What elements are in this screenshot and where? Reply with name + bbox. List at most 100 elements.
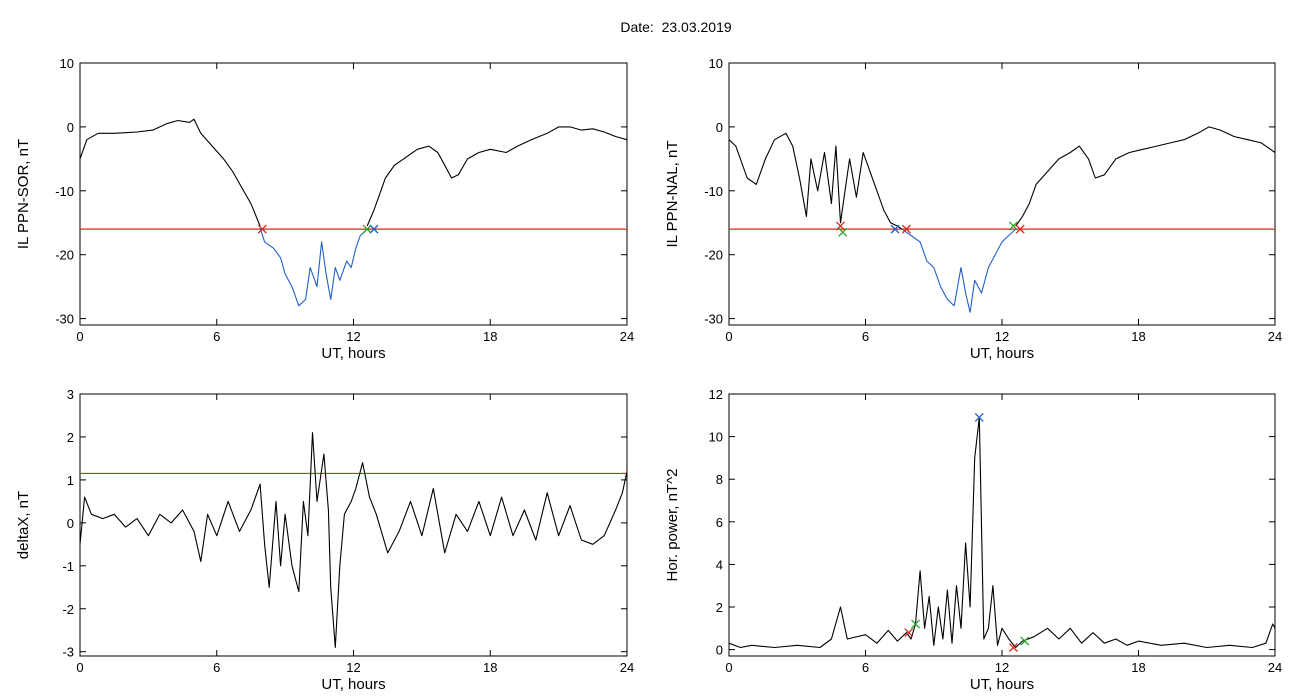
marker-stroke xyxy=(904,628,914,638)
x-tick-label: 12 xyxy=(995,329,1009,344)
series-line-1 xyxy=(728,132,903,230)
y-tick-label: 0 xyxy=(716,643,723,658)
data-marker xyxy=(974,412,984,422)
y-axis-label: IL PPN-SOR, nT xyxy=(15,139,32,249)
x-axis-label: UT, hours xyxy=(321,676,385,693)
y-tick-label: 2 xyxy=(67,430,74,445)
y-tick-label: 4 xyxy=(716,557,723,572)
y-tick-label: -20 xyxy=(704,248,723,263)
y-tick-label: 0 xyxy=(716,120,723,135)
data-marker xyxy=(1008,643,1018,652)
plot-frame xyxy=(728,393,1276,657)
data-marker xyxy=(901,224,911,234)
y-tick-label: 3 xyxy=(67,387,74,402)
data-marker xyxy=(1008,221,1018,231)
x-axis-label: UT, hours xyxy=(321,345,385,362)
x-tick-label: 6 xyxy=(213,329,220,344)
x-axis-label: UT, hours xyxy=(970,676,1034,693)
page-title: Date: 23.03.2019 xyxy=(0,19,1300,35)
y-axis-label: Hor. power, nT^2 xyxy=(664,469,681,582)
y-tick-label: 1 xyxy=(67,473,74,488)
x-tick-label: 24 xyxy=(620,329,634,344)
data-marker xyxy=(1020,636,1030,646)
x-tick-label: 0 xyxy=(725,329,732,344)
x-tick-label: 0 xyxy=(725,660,732,675)
y-tick-label: 0 xyxy=(67,120,74,135)
series-line-1 xyxy=(79,118,261,227)
series-line-3 xyxy=(366,126,628,227)
y-tick-label: 6 xyxy=(716,515,723,530)
x-tick-label: 6 xyxy=(862,660,869,675)
x-axis-label: UT, hours xyxy=(970,345,1034,362)
marker-stroke xyxy=(369,224,379,234)
marker-stroke xyxy=(1015,224,1025,234)
data-marker xyxy=(369,224,379,234)
x-tick-label: 18 xyxy=(1131,329,1145,344)
chart-panel-4: 0 6 12 18 24 12 10 8 6 4 2 0 UT, hours Hor. power, nT… xyxy=(664,387,1282,693)
plot-frame xyxy=(728,62,1276,326)
marker-stroke xyxy=(257,224,267,234)
chart-panel-1: 0 6 12 18 24 10 0 -10 -20 -30 UT, hours IL PPN-SOR,… xyxy=(15,56,634,362)
x-tick-label: 6 xyxy=(213,660,220,675)
chart-panel-3: 0 6 12 18 24 3 2 1 0 -1 -2 -3 UT, hours deltaX, nT xyxy=(15,387,634,693)
x-tick-label: 24 xyxy=(1268,329,1282,344)
y-tick-label: -3 xyxy=(62,645,74,660)
x-tick-label: 12 xyxy=(346,329,360,344)
marker-stroke xyxy=(911,619,921,629)
marker-stroke xyxy=(838,227,848,237)
data-marker xyxy=(890,224,900,234)
plot-frame xyxy=(79,393,628,657)
data-marker xyxy=(911,619,921,629)
y-tick-label: 10 xyxy=(709,430,723,445)
x-tick-label: 0 xyxy=(76,329,83,344)
y-tick-label: -10 xyxy=(55,184,74,199)
x-tick-label: 18 xyxy=(483,329,497,344)
marker-stroke xyxy=(1020,636,1030,646)
series-line-3 xyxy=(1015,126,1276,227)
data-marker xyxy=(836,221,845,231)
data-marker xyxy=(904,628,914,638)
marker-stroke xyxy=(1008,221,1018,231)
series-line-1 xyxy=(79,432,628,648)
chart-panel-2: 0 6 12 18 24 10 0 -10 -20 -30 UT, hours IL PPN-NAL,… xyxy=(664,56,1282,362)
x-tick-label: 6 xyxy=(862,329,869,344)
x-tick-label: 24 xyxy=(1268,660,1282,675)
series-line-2 xyxy=(901,228,1017,313)
y-tick-label: 2 xyxy=(716,600,723,615)
y-axis-label: IL PPN-NAL, nT xyxy=(664,141,681,248)
y-tick-label: -20 xyxy=(55,248,74,263)
series-line-2 xyxy=(259,227,368,307)
marker-stroke xyxy=(362,224,372,234)
date-label: Date: xyxy=(620,19,654,35)
x-tick-label: 12 xyxy=(995,660,1009,675)
marker-stroke xyxy=(901,224,911,234)
date-value: 23.03.2019 xyxy=(661,19,732,35)
x-tick-label: 18 xyxy=(483,660,497,675)
y-tick-label: -30 xyxy=(55,312,74,327)
x-tick-label: 0 xyxy=(76,660,83,675)
y-tick-label: -1 xyxy=(62,559,74,574)
x-tick-label: 12 xyxy=(346,660,360,675)
marker-stroke xyxy=(974,412,984,422)
data-marker xyxy=(362,224,372,234)
marker-stroke xyxy=(1008,643,1018,652)
y-tick-label: 10 xyxy=(60,56,74,71)
y-tick-label: -2 xyxy=(62,602,74,617)
x-tick-label: 24 xyxy=(620,660,634,675)
marker-stroke xyxy=(836,221,845,231)
marker-stroke xyxy=(890,224,900,234)
data-marker xyxy=(1015,224,1025,234)
y-tick-label: 0 xyxy=(67,516,74,531)
y-tick-label: -10 xyxy=(704,184,723,199)
y-tick-label: 10 xyxy=(709,56,723,71)
y-tick-label: 12 xyxy=(709,387,723,402)
data-marker xyxy=(838,227,848,237)
x-tick-label: 18 xyxy=(1131,660,1145,675)
data-marker xyxy=(257,224,267,234)
y-tick-label: 8 xyxy=(716,472,723,487)
y-tick-label: -30 xyxy=(704,312,723,327)
plot-frame xyxy=(79,62,628,326)
y-axis-label: deltaX, nT xyxy=(15,491,32,559)
series-line-1 xyxy=(728,416,1276,649)
